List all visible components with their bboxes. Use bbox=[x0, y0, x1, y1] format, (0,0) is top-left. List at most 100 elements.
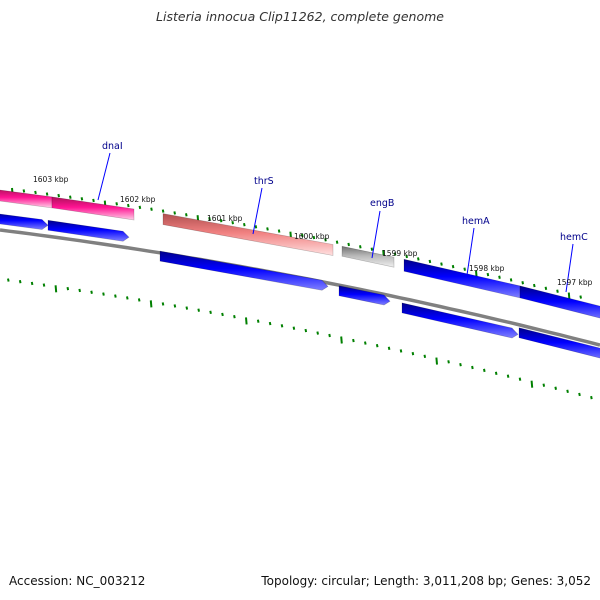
tick-bottom bbox=[102, 292, 105, 296]
scale-label-1597: 1597 kbp bbox=[557, 278, 593, 287]
accession-text: Accession: NC_003212 bbox=[9, 574, 146, 588]
tick-bottom bbox=[280, 324, 284, 328]
tick-top bbox=[231, 220, 234, 225]
tick-top bbox=[393, 252, 397, 256]
tick-top bbox=[173, 211, 176, 215]
gene-bar-engb bbox=[341, 245, 395, 268]
bottom-tick-marks bbox=[7, 278, 593, 400]
tick-top bbox=[80, 197, 84, 201]
tick-top bbox=[359, 245, 362, 249]
tick-top bbox=[138, 205, 142, 210]
gene-bar-hemc bbox=[519, 285, 600, 319]
tick-top bbox=[69, 195, 72, 199]
tick-top bbox=[533, 283, 536, 288]
tick-top bbox=[324, 238, 327, 242]
tick-top bbox=[405, 254, 408, 259]
tick-top bbox=[243, 223, 246, 227]
tick-bottom bbox=[30, 281, 34, 286]
cds-arrow-5 bbox=[401, 302, 519, 339]
tick-top bbox=[45, 192, 49, 196]
tick-bottom bbox=[18, 280, 22, 284]
scale-label-1599: 1599 kbp bbox=[382, 249, 418, 258]
tick-bottom bbox=[530, 380, 534, 388]
gene-label-hema[interactable]: hemA bbox=[462, 216, 490, 227]
gene-label-engb[interactable]: engB bbox=[370, 198, 394, 209]
gene-label-thrs[interactable]: thrS bbox=[254, 176, 274, 187]
tick-bottom bbox=[233, 314, 236, 319]
gene-pointer-line bbox=[466, 227, 475, 276]
tick-bottom bbox=[328, 333, 331, 338]
gene-pointer-line bbox=[371, 210, 381, 259]
tick-top bbox=[301, 233, 304, 238]
tick-bottom bbox=[542, 383, 546, 387]
tick-top bbox=[463, 267, 466, 271]
cds-arrow-6 bbox=[518, 327, 600, 359]
tick-bottom bbox=[566, 389, 569, 394]
tick-bottom bbox=[590, 395, 593, 400]
tick-bottom bbox=[340, 336, 343, 344]
tick-bottom bbox=[506, 374, 510, 378]
tick-top bbox=[115, 202, 118, 206]
tick-bottom bbox=[304, 328, 308, 333]
tick-top bbox=[556, 289, 559, 293]
gene-pointer-line bbox=[97, 152, 111, 201]
tick-top bbox=[486, 272, 490, 277]
tick-top bbox=[428, 259, 432, 264]
cds-arrow-2 bbox=[47, 219, 130, 242]
gene-bar-magenta-left bbox=[0, 189, 53, 209]
tick-bottom bbox=[375, 343, 379, 348]
tick-bottom bbox=[66, 286, 70, 291]
tick-bottom bbox=[185, 306, 189, 310]
scale-label-1603: 1603 kbp bbox=[33, 175, 69, 184]
feature-track bbox=[0, 189, 600, 359]
tick-bottom bbox=[459, 362, 462, 367]
tick-bottom bbox=[292, 326, 296, 330]
gene-bar-dnai bbox=[51, 196, 135, 221]
gene-label-dnai[interactable]: dnaI bbox=[102, 141, 123, 152]
scale-label-1600: 1600 kbp bbox=[294, 232, 330, 241]
tick-bottom bbox=[209, 310, 212, 315]
tick-bottom bbox=[494, 371, 498, 375]
tick-bottom bbox=[90, 290, 93, 294]
tick-bottom bbox=[316, 331, 319, 335]
gene-label-hemc[interactable]: hemC bbox=[560, 232, 588, 243]
tick-bottom bbox=[387, 346, 391, 350]
map-title: Listeria innocua Clip11262, complete gen… bbox=[156, 9, 444, 24]
tick-bottom bbox=[149, 300, 153, 308]
tick-top bbox=[219, 218, 223, 223]
tick-top bbox=[521, 281, 524, 285]
gene-pointer-line bbox=[565, 243, 574, 293]
tick-bottom bbox=[518, 377, 522, 381]
tick-top bbox=[579, 295, 582, 299]
tick-top bbox=[266, 227, 269, 231]
scale-labels: 1603 kbp 1602 kbp 1601 kbp 1600 kbp 1599… bbox=[33, 175, 593, 287]
tick-top bbox=[22, 189, 26, 193]
tick-bottom bbox=[447, 360, 450, 364]
tick-top bbox=[498, 275, 501, 279]
tick-top bbox=[57, 193, 60, 198]
tick-top bbox=[277, 229, 281, 233]
tick-bottom bbox=[423, 354, 427, 359]
scale-label-1601: 1601 kbp bbox=[207, 214, 243, 223]
tick-bottom bbox=[114, 294, 117, 298]
tick-bottom bbox=[268, 321, 272, 326]
tick-top bbox=[161, 209, 165, 213]
tick-top bbox=[544, 286, 548, 291]
tick-bottom bbox=[256, 319, 260, 323]
gene-labels: dnaI thrS engB hemA hemC bbox=[102, 141, 588, 243]
tick-top bbox=[417, 257, 420, 261]
tick-bottom bbox=[364, 341, 367, 345]
tick-top bbox=[509, 278, 513, 282]
tick-top bbox=[208, 216, 211, 221]
tick-top bbox=[185, 213, 188, 217]
tick-bottom bbox=[399, 349, 403, 353]
tick-top bbox=[347, 242, 350, 247]
cds-arrow-4 bbox=[338, 285, 391, 306]
tick-top bbox=[370, 247, 374, 251]
cds-arrow-3 bbox=[159, 250, 329, 291]
tick-bottom bbox=[78, 288, 81, 293]
tick-bottom bbox=[483, 368, 486, 373]
tick-bottom bbox=[42, 283, 46, 287]
scale-label-1598: 1598 kbp bbox=[469, 264, 505, 273]
